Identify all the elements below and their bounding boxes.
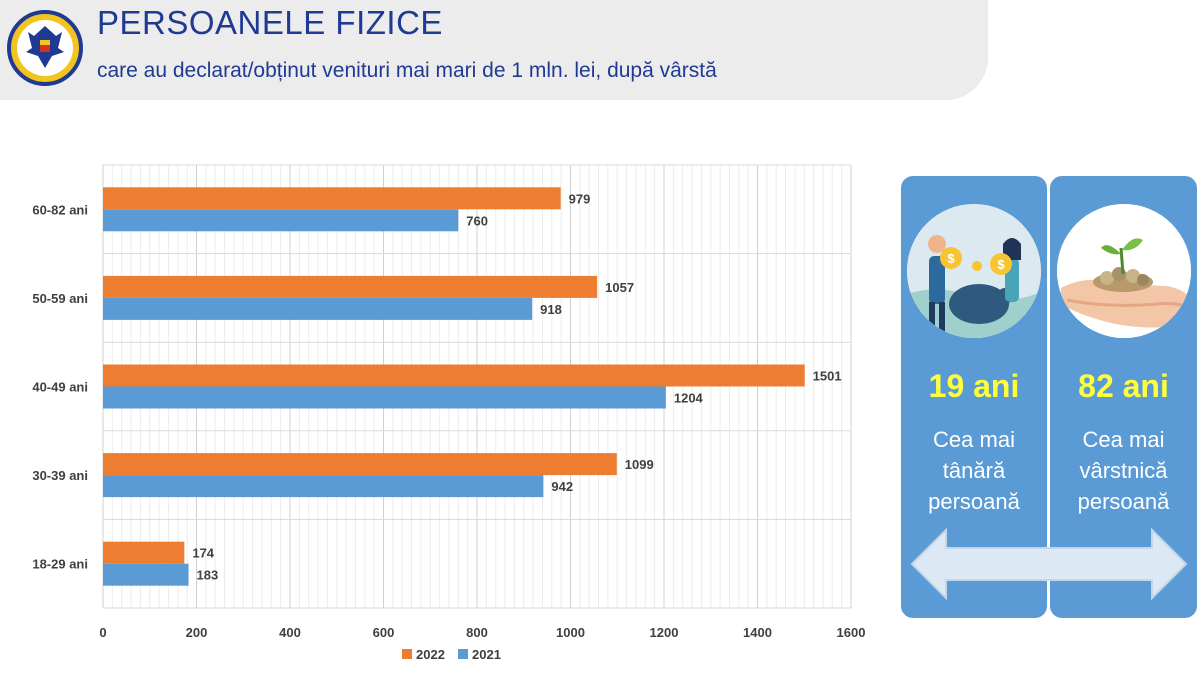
x-tick-label: 800 [466,625,488,640]
bar-chart: 979 760 60-82 ani 1057 918 50-59 ani 1501 1204 4… [32,164,866,662]
data-label: 183 [197,568,219,583]
x-tick-label: 1200 [650,625,679,640]
data-label: 1057 [605,280,634,295]
data-label: 979 [569,191,591,206]
youngest-desc-line: Cea mai [933,427,1015,452]
data-label: 1099 [625,457,654,472]
bar-2022-18-29-ani [103,541,185,564]
oldest-desc-line: Cea mai [1082,427,1165,452]
legend-swatch [402,649,412,659]
bar-2021-30-39-ani [103,475,544,498]
oldest-desc-line: persoană [1077,489,1170,514]
bar-2021-60-82-ani [103,209,459,232]
oldest-desc-line: vârstnică [1079,458,1168,483]
double-arrow-icon [910,528,1188,600]
data-label: 918 [540,302,562,317]
bar-2022-40-49-ani [103,364,805,387]
oldest-person-panel: 82 ani Cea mai vârstnică persoană [1050,176,1197,618]
bar-2022-60-82-ani [103,187,561,210]
legend-entry: 2022 [416,647,445,662]
svg-text:$: $ [997,257,1005,272]
youngest-description: Cea mai tânără persoană [901,424,1047,517]
category-label: 40-49 ani [32,380,88,395]
x-tick-label: 1600 [837,625,866,640]
legend-entry: 2021 [472,647,501,662]
people-savings-icon: $ $ [907,204,1041,338]
data-label: 1204 [674,391,704,406]
page-subtitle: care au declarat/obținut venituri mai ma… [97,59,717,82]
bar-2021-40-49-ani [103,386,666,409]
category-label: 30-39 ani [32,468,88,483]
bar-2022-30-39-ani [103,453,617,476]
svg-text:$: $ [947,251,955,266]
hands-coins-icon [1056,204,1191,338]
category-label: 18-29 ani [32,557,88,572]
bar-2021-50-59-ani [103,297,533,320]
x-tick-label: 1400 [743,625,772,640]
coat-of-arms-logo [7,10,83,86]
data-label: 1501 [813,369,842,384]
youngest-desc-line: tânără [942,458,1006,483]
header-band [0,0,988,100]
x-tick-label: 0 [99,625,106,640]
bar-2022-50-59-ani [103,275,598,298]
bar-2021-18-29-ani [103,563,189,586]
category-label: 60-82 ani [32,202,88,217]
category-label: 50-59 ani [32,291,88,306]
legend-swatch [458,649,468,659]
x-tick-label: 400 [279,625,301,640]
x-tick-label: 600 [373,625,395,640]
x-tick-label: 1000 [556,625,585,640]
page-title: PERSOANELE FIZICE [97,4,443,41]
oldest-description: Cea mai vârstnică persoană [1050,424,1197,517]
x-tick-label: 200 [186,625,208,640]
data-label: 174 [192,546,214,561]
youngest-desc-line: persoană [928,489,1020,514]
youngest-age: 19 ani [928,368,1020,404]
data-label: 942 [551,479,573,494]
youngest-person-panel: $ $ 19 ani Cea mai tânără persoană [901,176,1047,618]
oldest-age: 82 ani [1078,368,1169,404]
data-label: 760 [466,213,488,228]
